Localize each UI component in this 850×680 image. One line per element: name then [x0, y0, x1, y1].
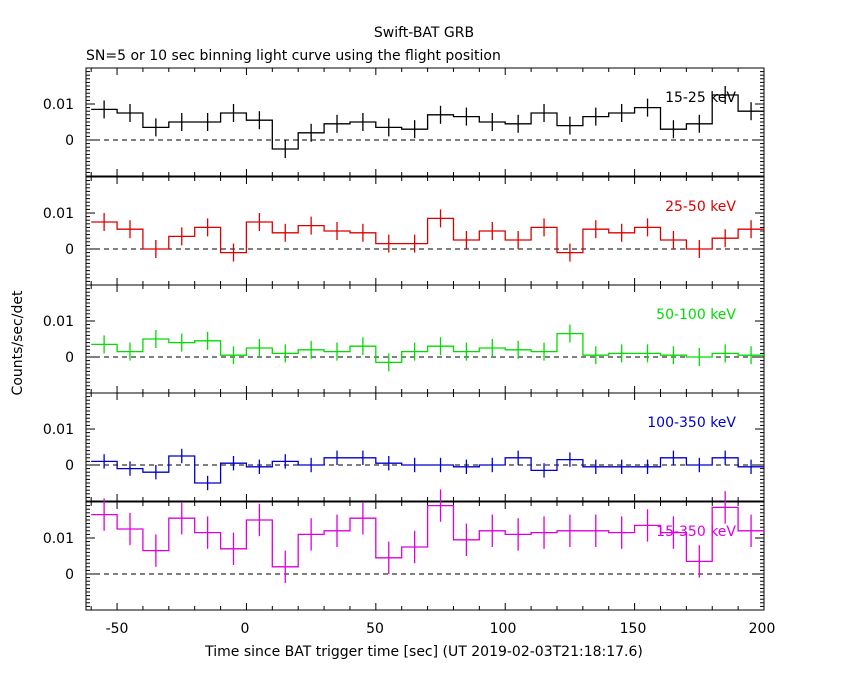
y-tick-label: 0 — [65, 458, 74, 474]
panel-frame — [85, 392, 765, 502]
series-label: 25-50 keV — [665, 199, 736, 215]
series-step-line — [91, 504, 764, 568]
panel: 0 0.01 100-350 keV — [43, 392, 765, 502]
y-tick-label: 0 — [65, 567, 74, 583]
panel: 0 0.01 15-25 keV — [43, 67, 765, 177]
y-tick-label: 0.01 — [43, 531, 74, 547]
x-tick-label: 50 — [366, 621, 384, 637]
x-tick-labels: -50 0 50 100 150 200 — [106, 621, 776, 637]
series-step-line — [91, 332, 764, 364]
x-axis-label: Time since BAT trigger time [sec] (UT 20… — [204, 644, 643, 660]
series-step-line — [91, 94, 764, 150]
y-tick-label: 0.01 — [43, 422, 74, 438]
y-tick-label: 0.01 — [43, 206, 74, 222]
series-label: 100-350 keV — [647, 415, 736, 431]
panel: 0 0.01 25-50 keV — [43, 176, 765, 286]
panel: 0 0.01 50-100 keV — [43, 284, 765, 394]
panel-frame — [85, 176, 765, 286]
chart-subtitle: SN=5 or 10 sec binning light curve using… — [86, 48, 501, 64]
x-tick-label: 0 — [241, 621, 250, 637]
panel-frame — [85, 284, 765, 394]
y-tick-label: 0.01 — [43, 314, 74, 330]
panel: 0 0.01 15-350 keV — [43, 489, 765, 611]
x-tick-label: 100 — [490, 621, 517, 637]
panels: 0 0.01 15-25 keV 0 0.01 25-50 keV 0 0.01 50-100 … — [43, 67, 765, 611]
series-step-line — [91, 217, 764, 254]
x-tick-label: 200 — [749, 621, 776, 637]
y-tick-label: 0 — [65, 350, 74, 366]
y-axis-label: Counts/sec/det — [10, 290, 26, 395]
y-tick-label: 0.01 — [43, 97, 74, 113]
y-tick-label: 0 — [65, 242, 74, 258]
chart-title: Swift-BAT GRB — [374, 25, 474, 41]
x-tick-label: -50 — [106, 621, 129, 637]
series-label: 50-100 keV — [656, 307, 736, 323]
series-label: 15-350 keV — [656, 524, 736, 540]
y-tick-label: 0 — [65, 133, 74, 149]
x-tick-label: 150 — [620, 621, 647, 637]
series-step-line — [91, 455, 764, 484]
series-label: 15-25 keV — [665, 90, 736, 106]
